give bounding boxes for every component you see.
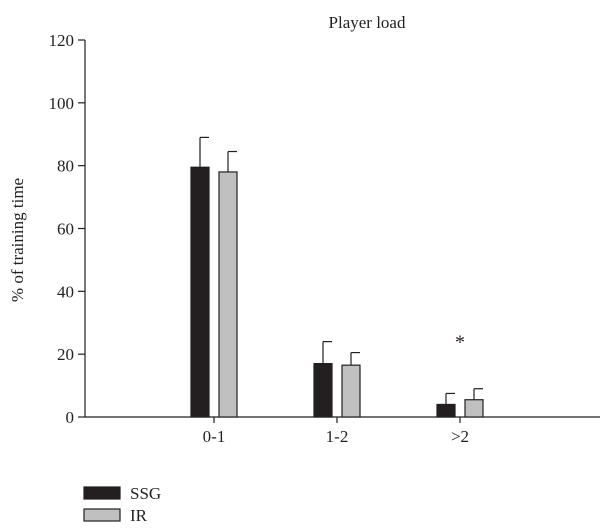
x-tick-label: 1-2 [326,427,349,446]
significance-marker: * [455,331,465,353]
x-ticks: 0-1 1-2 >2 [203,417,469,446]
legend-swatch-ssg [83,486,121,500]
legend-label-ir: IR [130,506,148,525]
y-tick-label: 40 [57,282,74,301]
annotations: * [455,331,465,353]
bars [190,136,484,418]
y-tick-label: 80 [57,157,74,176]
x-tick-label: >2 [451,427,469,446]
y-tick-label: 100 [49,94,75,113]
y-tick-label: 120 [49,31,75,50]
bar-ssg [313,362,333,418]
legend-swatch-ir [83,508,121,522]
y-tick-label: 60 [57,220,74,239]
y-ticks: 0 20 40 60 80 100 120 [49,31,85,427]
y-tick-label: 0 [66,408,75,427]
legend-label-ssg: SSG [130,484,161,503]
bar-ir [464,399,484,418]
bar-ir [341,364,361,418]
bar-ssg [436,403,456,418]
legend: SSG IR [83,484,161,525]
chart-title: Player load [329,13,406,32]
x-tick-label: 0-1 [203,427,226,446]
y-axis-label: % of training time [8,178,27,302]
y-tick-label: 20 [57,345,74,364]
bar-ir [218,171,238,418]
bar-ssg [190,166,210,418]
